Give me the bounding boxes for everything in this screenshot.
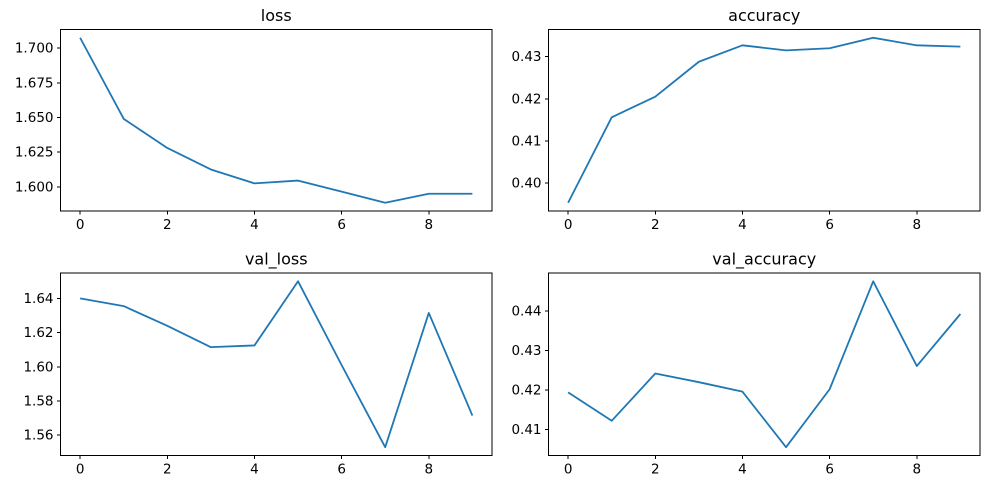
y-tick-label: 0.42 [511, 383, 541, 399]
subplot-title-val_accuracy: val_accuracy [712, 250, 816, 270]
series-line-accuracy [567, 36, 961, 204]
x-tick-label: 8 [425, 462, 434, 478]
x-tick-label: 2 [651, 217, 660, 233]
x-tick-label: 0 [76, 462, 85, 478]
x-tick-label: 2 [163, 217, 172, 233]
y-tick-label: 1.600 [15, 179, 54, 195]
x-tick-label: 0 [76, 217, 85, 233]
x-tick-label: 2 [651, 462, 660, 478]
subplot-val_loss: val_loss 1.56 1.58 1.60 1.62 1.64 0 2 4 6 8 [23, 250, 493, 478]
x-tick-label: 6 [825, 217, 834, 233]
y-tick-label: 0.41 [511, 133, 541, 149]
y-tick-label: 1.56 [23, 428, 53, 444]
axes-border [60, 272, 493, 456]
axes-border [548, 272, 981, 456]
y-tick-label: 1.60 [23, 359, 53, 375]
x-tick-label: 6 [825, 462, 834, 478]
y-tick-label: 1.58 [23, 394, 53, 410]
x-tick-label: 8 [425, 217, 434, 233]
x-tick-label: 8 [913, 462, 922, 478]
y-tick-label: 0.41 [511, 422, 541, 438]
subplot-title-loss: loss [261, 6, 292, 25]
x-tick-label: 0 [564, 462, 573, 478]
x-tick-label: 4 [250, 217, 259, 233]
axes-border [548, 29, 981, 212]
y-tick-label: 1.650 [15, 110, 54, 126]
x-tick-label: 4 [738, 462, 747, 478]
x-tick-label: 8 [913, 217, 922, 233]
y-tick-label: 1.625 [15, 145, 54, 161]
y-tick-label: 1.675 [15, 75, 54, 91]
subplot-title-val_loss: val_loss [245, 250, 308, 270]
y-tick-label: 0.43 [511, 49, 541, 65]
y-tick-label: 1.700 [15, 41, 54, 57]
y-tick-label: 0.44 [511, 304, 541, 320]
series-line-val_accuracy [567, 280, 962, 449]
x-tick-label: 4 [250, 462, 259, 478]
y-tick-label: 1.64 [23, 291, 53, 307]
x-tick-label: 0 [564, 217, 573, 233]
y-tick-label: 1.62 [23, 325, 53, 341]
subplot-title-accuracy: accuracy [728, 6, 800, 25]
subplot-accuracy: accuracy 0.40 0.41 0.42 0.43 0 2 4 6 8 [511, 6, 981, 233]
x-tick-label: 4 [738, 217, 747, 233]
series-line-loss [79, 37, 473, 204]
x-tick-label: 2 [163, 462, 172, 478]
axes-border [60, 29, 493, 212]
x-tick-label: 6 [337, 462, 346, 478]
series-line-val_loss [79, 280, 474, 449]
subplot-val_accuracy: val_accuracy 0.41 0.42 0.43 0.44 0 2 4 6 8 [511, 250, 981, 478]
y-tick-label: 0.42 [511, 91, 541, 107]
y-tick-label: 0.43 [511, 343, 541, 359]
x-tick-label: 6 [337, 217, 346, 233]
subplot-loss: loss 1.600 1.625 1.650 1.675 1.700 0 2 4 6 8 [15, 6, 493, 233]
y-tick-label: 0.40 [511, 175, 541, 191]
